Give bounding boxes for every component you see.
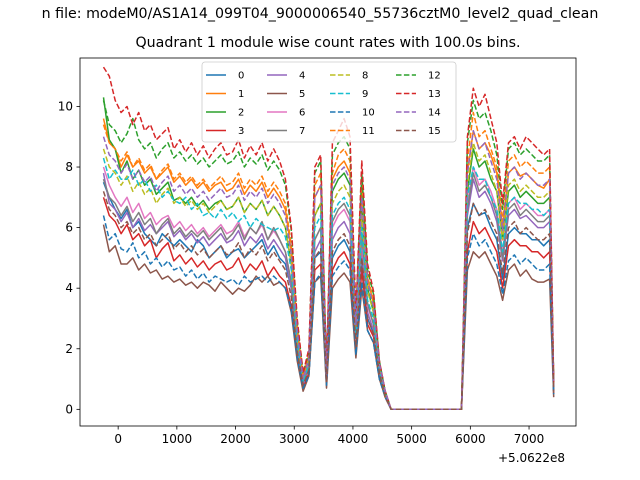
legend-label-6: 6	[299, 108, 305, 119]
x-offset-label: +5.0622e8	[498, 451, 566, 465]
legend-label-7: 7	[299, 126, 305, 137]
legend-label-4: 4	[299, 71, 305, 82]
legend-label-2: 2	[238, 108, 244, 119]
y-tick-label: 8	[65, 160, 73, 174]
x-tick-label: 5000	[396, 432, 427, 446]
x-tick-label: 2000	[220, 432, 251, 446]
x-tick-label: 7000	[514, 432, 545, 446]
legend-label-3: 3	[238, 126, 244, 137]
y-tick-label: 2	[65, 342, 73, 356]
legend-label-8: 8	[362, 71, 368, 82]
x-tick-label: 6000	[455, 432, 486, 446]
y-tick-label: 0	[65, 402, 73, 416]
y-tick-label: 10	[58, 99, 73, 113]
x-tick-label: 0	[114, 432, 122, 446]
ticks-layer: 0 1000 2000 3000 4000 5000 6000 7000 0 2 4 6 8 10	[58, 99, 545, 446]
legend-label-13: 13	[428, 89, 441, 100]
legend-label-14: 14	[428, 108, 441, 119]
x-tick-label: 1000	[162, 432, 193, 446]
legend-label-15: 15	[428, 126, 441, 137]
series-14-line	[102, 129, 555, 411]
series-12-line	[102, 99, 555, 411]
axes-frame	[79, 57, 577, 427]
legend-label-0: 0	[238, 71, 244, 82]
legend-label-5: 5	[299, 89, 305, 100]
legend-frame	[201, 61, 457, 143]
series-15-line	[102, 191, 555, 411]
legend-label-1: 1	[238, 89, 244, 100]
x-tick-label: 3000	[279, 432, 310, 446]
legend-label-10: 10	[362, 108, 375, 119]
chart-title: Quadrant 1 module wise count rates with …	[135, 35, 521, 51]
legend-label-9: 9	[362, 89, 368, 100]
y-tick-label: 4	[65, 281, 73, 295]
legend-label-11: 11	[362, 126, 375, 137]
series-layer	[102, 66, 555, 411]
x-tick-label: 4000	[338, 432, 369, 446]
figure-suptitle: n file: modeM0/AS1A14_099T04_9000006540_…	[41, 6, 599, 22]
legend-label-12: 12	[428, 71, 441, 82]
series-13-line	[102, 66, 555, 411]
y-tick-label: 6	[65, 221, 73, 235]
